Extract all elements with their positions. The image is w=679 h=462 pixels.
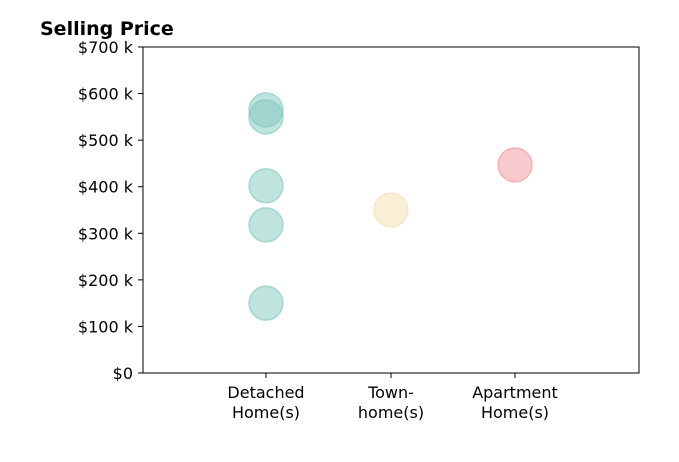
chart-title: Selling Price <box>40 18 174 40</box>
data-point <box>497 147 533 183</box>
data-point <box>248 168 284 204</box>
data-point <box>248 207 284 243</box>
y-tick-label: $0 <box>113 364 133 383</box>
y-tick-label: $200 k <box>78 271 134 290</box>
y-tick-label: $300 k <box>78 224 134 243</box>
x-tick-label: Town- <box>367 383 414 402</box>
x-tick-label: Home(s) <box>232 403 300 422</box>
x-tick-label: Detached <box>227 383 304 402</box>
x-tick-label: home(s) <box>358 403 424 422</box>
y-tick-label: $500 k <box>78 131 134 150</box>
data-point <box>248 99 284 135</box>
data-point <box>248 285 284 321</box>
x-tick-label: Home(s) <box>481 403 549 422</box>
data-points <box>248 92 533 321</box>
x-axis: DetachedHome(s)Town-home(s)ApartmentHome… <box>227 373 558 422</box>
y-axis: $0 $100 k $200 k $300 k $400 k $500 k $600 k $7… <box>78 38 143 383</box>
y-tick-label: $400 k <box>78 178 134 197</box>
data-point <box>373 192 409 228</box>
x-tick-label: Apartment <box>472 383 558 402</box>
y-tick-label: $600 k <box>78 85 134 104</box>
y-tick-label: $100 k <box>78 317 134 336</box>
y-tick-label: $700 k <box>78 38 134 57</box>
